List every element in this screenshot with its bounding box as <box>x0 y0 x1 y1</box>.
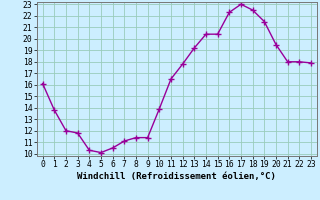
X-axis label: Windchill (Refroidissement éolien,°C): Windchill (Refroidissement éolien,°C) <box>77 172 276 181</box>
